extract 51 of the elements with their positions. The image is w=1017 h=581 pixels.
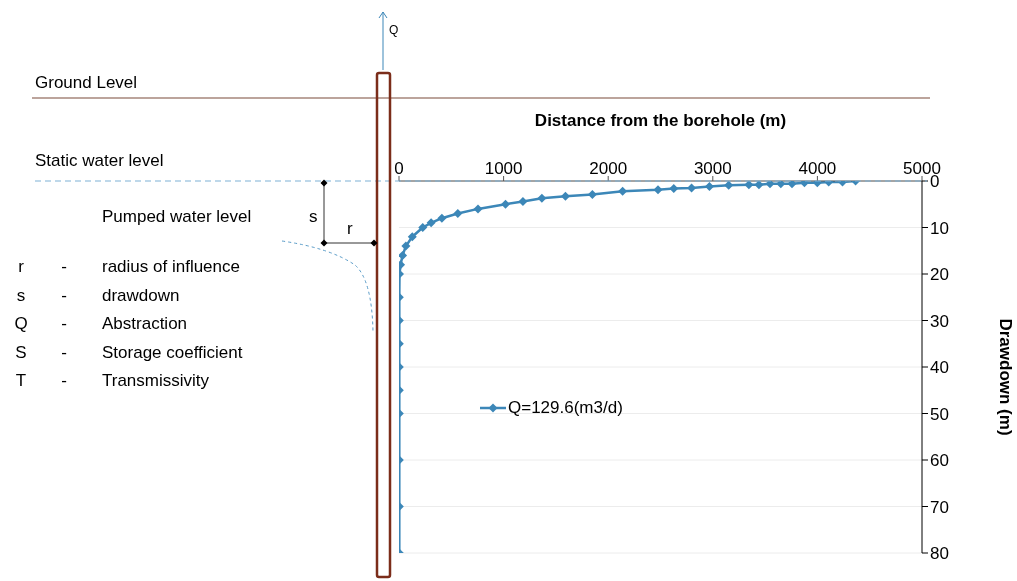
point: [453, 209, 463, 219]
y-tick-label: 20: [930, 265, 949, 285]
y-tick-label: 70: [930, 497, 949, 517]
point: [669, 183, 679, 193]
point: [560, 191, 570, 201]
x-tick-label: 0: [394, 159, 404, 178]
point: [401, 241, 411, 251]
point: [765, 181, 775, 189]
text: Ground Level: [35, 73, 138, 92]
point: [473, 204, 483, 214]
point: [426, 218, 436, 228]
text: T - Transmissivity: [15, 371, 210, 390]
y-tick-label: 30: [930, 311, 949, 331]
point: [587, 189, 597, 199]
text: s: [309, 207, 318, 226]
point: [724, 181, 734, 190]
text: Q: [389, 23, 399, 37]
point: [500, 199, 510, 209]
point: [744, 181, 754, 190]
point: [787, 181, 797, 189]
text: s - drawdown: [16, 285, 180, 305]
point: [407, 232, 417, 242]
point: [399, 250, 408, 260]
y-tick-label: 60: [930, 451, 949, 471]
y-axis-title: Drawdown (m): [995, 318, 1015, 436]
ref-line-label: Static water level: [35, 151, 164, 170]
y-tick-label: 10: [930, 218, 949, 238]
point: [653, 185, 663, 195]
point: [418, 223, 428, 232]
text: Pumped water level: [102, 207, 252, 226]
x-tick-label: 1000: [484, 159, 523, 178]
legend-label: Q=129.6(m3/d): [508, 398, 623, 418]
y-tick-label: 50: [930, 404, 949, 424]
point: [776, 181, 786, 189]
point: [518, 196, 528, 206]
point: [754, 181, 764, 190]
x-tick-label: 3000: [693, 159, 732, 178]
x-tick-label: 4000: [798, 159, 837, 178]
text: r: [347, 219, 353, 238]
text: r - radius of influence: [18, 257, 240, 276]
point: [687, 183, 697, 193]
text: Q - Abstraction: [14, 314, 188, 333]
point: [618, 186, 628, 196]
y-tick-label: 40: [930, 358, 949, 378]
point: [537, 193, 547, 203]
y-tick-label: 80: [930, 544, 949, 564]
point: [437, 213, 447, 223]
text: S - Storage coefficient: [15, 342, 243, 362]
x-tick-label: 2000: [589, 159, 628, 178]
point: [704, 182, 714, 192]
x-axis-title: Distance from the borehole (m): [533, 111, 788, 131]
